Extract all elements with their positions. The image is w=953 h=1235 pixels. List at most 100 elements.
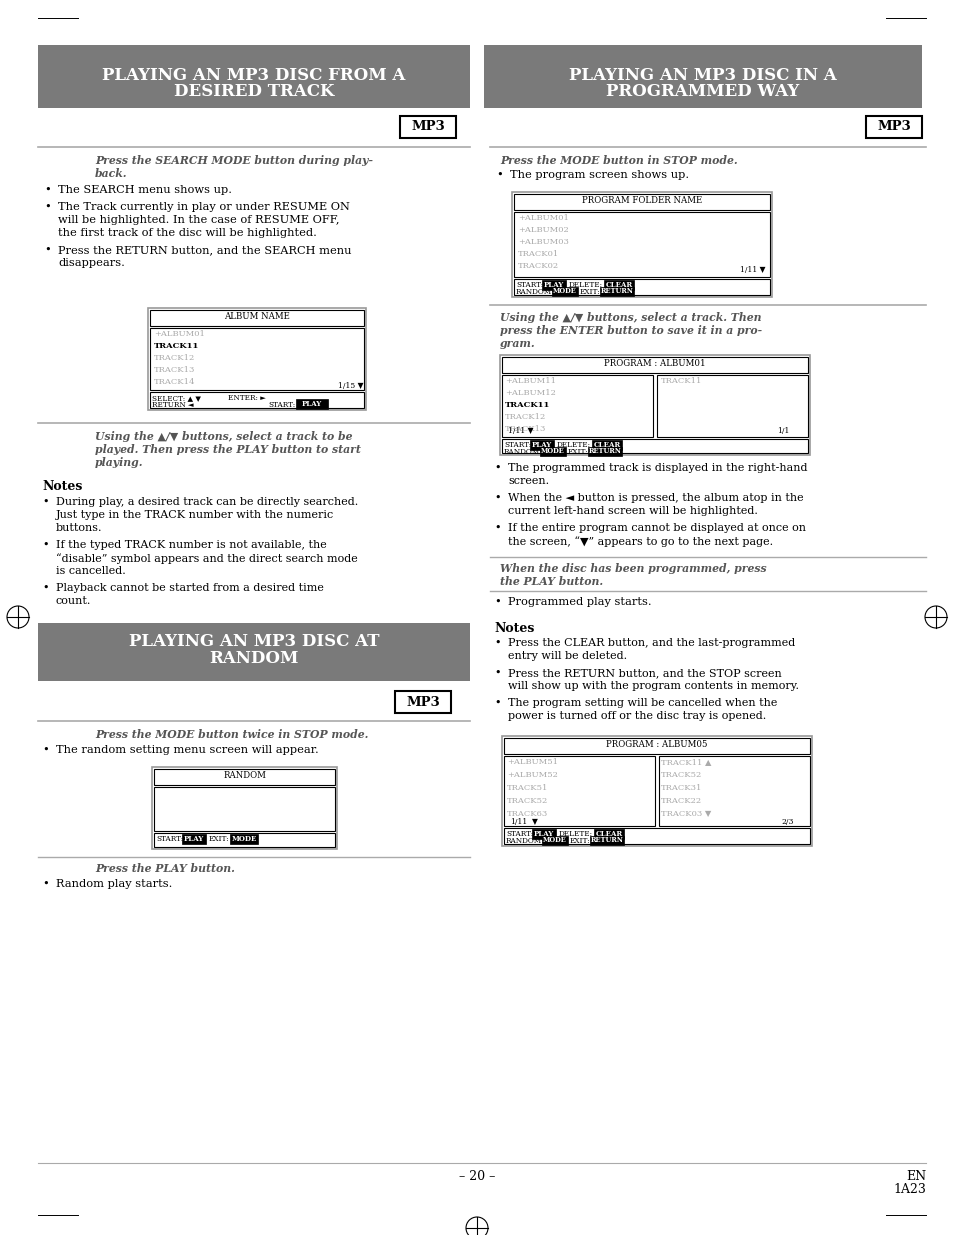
Text: TRACK01: TRACK01 — [517, 249, 558, 258]
Text: played. Then press the PLAY button to start: played. Then press the PLAY button to st… — [95, 445, 360, 454]
Text: •: • — [42, 745, 49, 755]
Text: Press the RETURN button, and the STOP screen: Press the RETURN button, and the STOP sc… — [507, 668, 781, 678]
Text: •: • — [494, 668, 500, 678]
Text: EXIT:: EXIT: — [569, 837, 590, 845]
Text: DELETE:: DELETE: — [558, 830, 593, 839]
Text: 1/11 ▼: 1/11 ▼ — [507, 427, 533, 435]
Bar — [399, 116, 456, 138]
Text: •: • — [42, 879, 49, 889]
Text: •: • — [494, 493, 500, 503]
Text: Press the RETURN button, and the SEARCH menu: Press the RETURN button, and the SEARCH … — [58, 245, 351, 254]
Text: MODE: MODE — [542, 836, 566, 844]
Bar — [501, 438, 807, 453]
Text: PLAY: PLAY — [184, 835, 204, 844]
Text: RETURN: RETURN — [588, 447, 620, 454]
Text: During play, a desired track can be directly searched.: During play, a desired track can be dire… — [56, 496, 358, 508]
Text: MODE: MODE — [553, 287, 577, 295]
Bar — [152, 767, 336, 848]
Text: Notes: Notes — [494, 622, 534, 635]
Text: 1A23: 1A23 — [892, 1183, 925, 1195]
Text: The Track currently in play or under RESUME ON: The Track currently in play or under RES… — [58, 203, 350, 212]
Text: Random play starts.: Random play starts. — [56, 879, 172, 889]
Text: TRACK12: TRACK12 — [504, 412, 546, 421]
Bar — [150, 391, 364, 408]
Bar — [599, 287, 634, 296]
Bar — [503, 827, 809, 844]
Bar — [501, 357, 807, 373]
Text: Using the ▲/▼ buttons, select a track to be: Using the ▲/▼ buttons, select a track to… — [95, 431, 352, 442]
Text: START:: START: — [516, 282, 542, 289]
Text: The programmed track is displayed in the right-hand: The programmed track is displayed in the… — [507, 463, 806, 473]
Text: The SEARCH menu shows up.: The SEARCH menu shows up. — [58, 185, 232, 195]
Bar — [153, 769, 335, 785]
Bar — [865, 116, 921, 138]
Text: •: • — [496, 170, 502, 180]
Bar — [539, 447, 565, 456]
Text: 1/15 ▼: 1/15 ▼ — [337, 382, 363, 390]
Text: START:: START: — [505, 830, 533, 839]
Text: MP3: MP3 — [876, 121, 910, 133]
Text: PLAY: PLAY — [301, 400, 322, 408]
Text: Press the MODE button twice in STOP mode.: Press the MODE button twice in STOP mode… — [95, 729, 368, 740]
Bar — [182, 834, 206, 844]
Text: +ALBUM03: +ALBUM03 — [517, 238, 568, 246]
Text: playing.: playing. — [95, 457, 143, 468]
Text: count.: count. — [56, 597, 91, 606]
Text: +ALBUM01: +ALBUM01 — [517, 214, 568, 222]
Text: PLAY: PLAY — [534, 830, 554, 839]
Text: will show up with the program contents in memory.: will show up with the program contents i… — [507, 680, 799, 692]
Bar — [587, 447, 621, 456]
Bar — [512, 191, 771, 296]
Text: buttons.: buttons. — [56, 522, 102, 534]
Text: – 20 –: – 20 – — [458, 1170, 495, 1183]
Text: “disable” symbol appears and the direct search mode: “disable” symbol appears and the direct … — [56, 553, 357, 564]
Text: TRACK11: TRACK11 — [504, 401, 550, 409]
Text: disappears.: disappears. — [58, 258, 125, 268]
Text: TRACK13: TRACK13 — [504, 425, 546, 433]
Text: •: • — [44, 245, 51, 254]
Bar — [514, 212, 769, 277]
Text: RANDOM:: RANDOM: — [505, 837, 544, 845]
Text: screen.: screen. — [507, 475, 549, 487]
Text: TRACK11: TRACK11 — [153, 342, 199, 350]
Text: Just type in the TRACK number with the numeric: Just type in the TRACK number with the n… — [56, 510, 334, 520]
Text: Press the SEARCH MODE button during play-: Press the SEARCH MODE button during play… — [95, 156, 373, 165]
Text: Playback cannot be started from a desired time: Playback cannot be started from a desire… — [56, 583, 323, 593]
Text: TRACK13: TRACK13 — [153, 366, 195, 374]
Text: ▼: ▼ — [532, 818, 537, 826]
Text: •: • — [494, 522, 500, 534]
Text: TRACK63: TRACK63 — [506, 810, 548, 818]
Text: RETURN: RETURN — [600, 287, 633, 295]
Bar — [295, 399, 328, 409]
Text: RETURN ◄: RETURN ◄ — [152, 401, 193, 409]
Text: •: • — [44, 203, 51, 212]
Text: Programmed play starts.: Programmed play starts. — [507, 597, 651, 606]
Text: PROGRAM : ALBUM05: PROGRAM : ALBUM05 — [605, 740, 707, 748]
Text: START:: START: — [268, 401, 294, 409]
Bar — [592, 440, 621, 450]
Text: SELECT: ▲ ▼: SELECT: ▲ ▼ — [152, 394, 201, 403]
Text: TRACK11 ▲: TRACK11 ▲ — [660, 758, 711, 766]
Text: ALBUM NAME: ALBUM NAME — [224, 312, 290, 321]
Text: DESIRED TRACK: DESIRED TRACK — [173, 83, 334, 100]
Text: +ALBUM52: +ALBUM52 — [506, 771, 558, 779]
Bar — [153, 787, 335, 831]
Bar — [603, 280, 634, 290]
Text: The program setting will be cancelled when the: The program setting will be cancelled wh… — [507, 698, 777, 708]
Text: TRACK03 ▼: TRACK03 ▼ — [660, 810, 711, 818]
Text: 1/11 ▼: 1/11 ▼ — [740, 266, 764, 274]
Bar — [150, 329, 364, 390]
Bar — [38, 622, 470, 680]
Text: is cancelled.: is cancelled. — [56, 566, 126, 576]
Bar — [501, 736, 811, 846]
Text: RANDOM:: RANDOM: — [503, 448, 542, 456]
Text: MP3: MP3 — [406, 695, 439, 709]
Bar — [153, 832, 335, 847]
Bar — [514, 279, 769, 295]
Text: If the typed TRACK number is not available, the: If the typed TRACK number is not availab… — [56, 540, 327, 550]
Text: +ALBUM02: +ALBUM02 — [517, 226, 568, 233]
Text: CLEAR: CLEAR — [605, 282, 632, 289]
Text: CLEAR: CLEAR — [593, 441, 620, 450]
Bar — [148, 308, 366, 410]
Text: PLAYING AN MP3 DISC AT: PLAYING AN MP3 DISC AT — [129, 634, 379, 650]
